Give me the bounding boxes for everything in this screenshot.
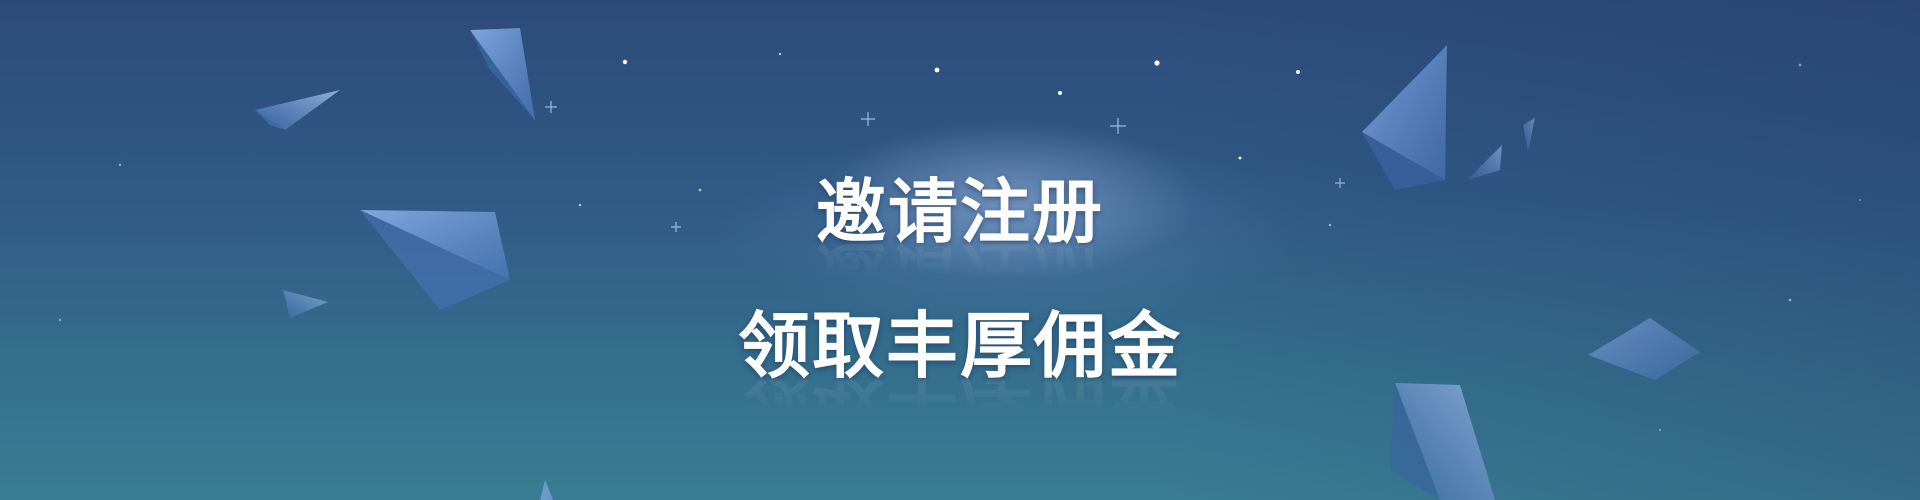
paper-plane-shard-icon [1588,318,1700,380]
paper-plane-shard-icon [1362,45,1447,190]
paper-plane-shard-icon [255,90,340,130]
banner-subtitle: 领取丰厚佣金 [737,304,1182,388]
paper-plane-shard-icon [1467,145,1502,180]
paper-plane-shard-icon [1523,118,1535,152]
paper-plane-shard-icon [540,480,553,500]
sparkle-star-icon [545,101,1345,232]
paper-plane-shard-icon [470,28,535,120]
sparkle-star-icon [58,52,1861,432]
paper-plane-shard-icon [360,210,510,310]
dust-cloud [820,120,1200,280]
paper-plane-shard-icon [283,290,328,318]
paper-plane-shard-icon [1390,383,1495,500]
banner-title: 邀请注册 [816,171,1104,253]
